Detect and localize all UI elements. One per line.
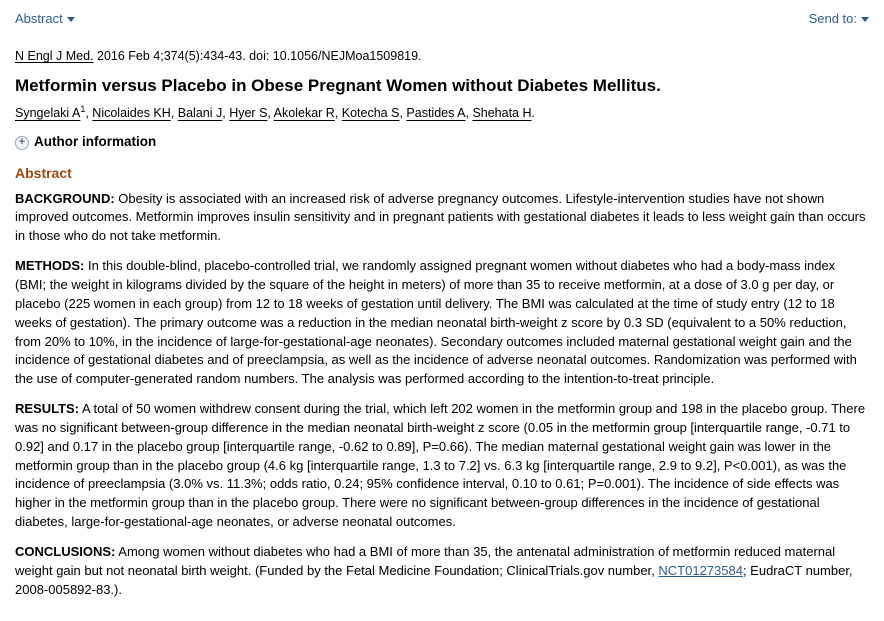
author-info-toggle[interactable]: + Author information	[15, 133, 869, 152]
author-affil-sup: 1	[80, 104, 85, 114]
article-title: Metformin versus Placebo in Obese Pregna…	[15, 74, 869, 98]
section-label-results: RESULTS:	[15, 401, 79, 416]
author-link[interactable]: Pastides A	[406, 107, 465, 121]
author-link[interactable]: Kotecha S	[342, 107, 400, 121]
author-list: Syngelaki A1, Nicolaides KH, Balani J, H…	[15, 103, 869, 123]
sendto-dropdown[interactable]: Send to:	[809, 10, 869, 28]
caret-down-icon	[67, 17, 75, 22]
plus-circle-icon: +	[15, 136, 29, 150]
author-info-label: Author information	[34, 133, 156, 152]
section-background: BACKGROUND: Obesity is associated with a…	[15, 190, 869, 247]
abstract-heading: Abstract	[15, 164, 869, 184]
sendto-dropdown-label: Send to:	[809, 10, 857, 28]
caret-down-icon	[861, 17, 869, 22]
section-label-background: BACKGROUND:	[15, 191, 115, 206]
author-link[interactable]: Balani J	[178, 107, 222, 121]
journal-link[interactable]: N Engl J Med.	[15, 49, 94, 63]
abstract-dropdown-label: Abstract	[15, 10, 63, 28]
section-text-background: Obesity is associated with an increased …	[15, 191, 866, 244]
author-link[interactable]: Shehata H	[472, 107, 531, 121]
section-label-conclusions: CONCLUSIONS:	[15, 544, 115, 559]
section-label-methods: METHODS:	[15, 258, 84, 273]
author-link[interactable]: Nicolaides KH	[92, 107, 171, 121]
section-text-methods: In this double-blind, placebo-controlled…	[15, 258, 857, 386]
citation-details: 2016 Feb 4;374(5):434-43. doi: 10.1056/N…	[94, 49, 422, 63]
nct-link[interactable]: NCT01273584	[658, 563, 743, 578]
author-link[interactable]: Hyer S	[229, 107, 267, 121]
section-results: RESULTS: A total of 50 women withdrew co…	[15, 400, 869, 532]
author-link[interactable]: Akolekar R	[274, 107, 335, 121]
section-conclusions: CONCLUSIONS: Among women without diabete…	[15, 543, 869, 600]
citation-line: N Engl J Med. 2016 Feb 4;374(5):434-43. …	[15, 48, 869, 66]
author-link[interactable]: Syngelaki A	[15, 107, 80, 121]
abstract-dropdown[interactable]: Abstract	[15, 10, 75, 28]
section-methods: METHODS: In this double-blind, placebo-c…	[15, 257, 869, 389]
section-text-results: A total of 50 women withdrew consent dur…	[15, 401, 865, 529]
